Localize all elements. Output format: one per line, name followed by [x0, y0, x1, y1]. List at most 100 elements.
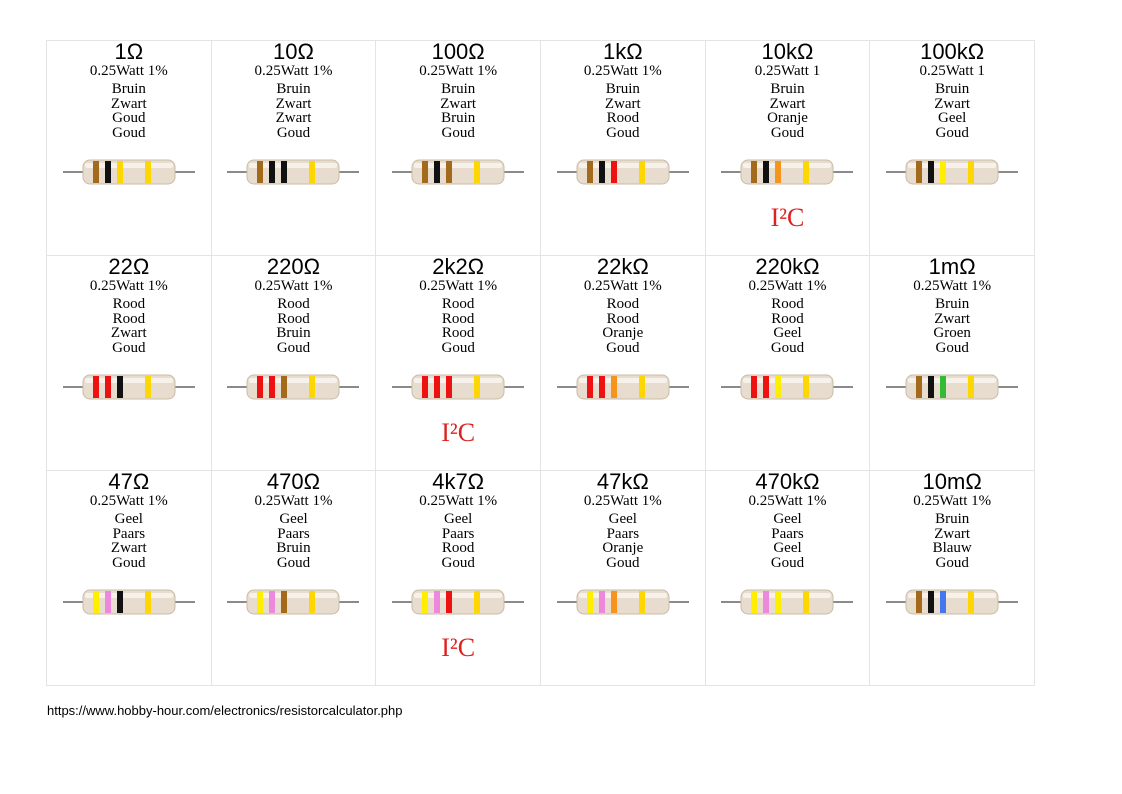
color-band	[144, 591, 151, 613]
band-color-name: Geel	[444, 511, 473, 527]
resistor-icon	[556, 589, 689, 615]
color-band	[257, 591, 264, 613]
band-color-name: Oranje	[602, 540, 644, 557]
band-color-name: Groen	[933, 325, 971, 342]
resistor-card: 10mΩ 0.25Watt 1% Bruin Zwart Blauw Goud	[870, 471, 1035, 686]
color-band	[281, 376, 288, 398]
band-color-name: Zwart	[934, 525, 971, 542]
power-tolerance: 0.25Watt 1%	[419, 278, 498, 294]
color-band	[598, 591, 605, 613]
resistor-card: 47kΩ 0.25Watt 1% Geel Paars Oranje Goud	[541, 471, 706, 686]
power-tolerance: 0.25Watt 1%	[583, 493, 662, 509]
band-color-name: Paars	[277, 525, 310, 542]
band-color-name: Goud	[606, 339, 640, 356]
power-tolerance: 0.25Watt 1	[754, 63, 821, 79]
color-band	[104, 376, 111, 398]
resistor-card: 220kΩ 0.25Watt 1% Rood Rood Geel Goud	[705, 254, 871, 471]
resistance-value: 470kΩ	[755, 469, 820, 494]
power-tolerance: 0.25Watt 1%	[419, 493, 498, 509]
power-tolerance: 0.25Watt 1%	[583, 278, 662, 294]
color-band	[309, 591, 316, 613]
i2c-label: I²C	[770, 203, 805, 232]
color-band	[281, 161, 288, 183]
band-color-list: Geel Paars Bruin Goud	[212, 512, 376, 570]
band-color-name: Bruin	[276, 325, 311, 342]
band-color-name: Goud	[606, 554, 640, 571]
power-tolerance: 0.25Watt 1%	[913, 278, 992, 294]
resistance-value: 220kΩ	[755, 254, 820, 279]
resistor-card: 1kΩ 0.25Watt 1% Bruin Zwart Rood Goud	[541, 41, 706, 256]
band-color-name: Paars	[606, 525, 640, 542]
color-band	[434, 376, 441, 398]
band-color-name: Rood	[441, 296, 475, 312]
resistor-icon	[392, 589, 525, 615]
i2c-label: I²C	[441, 418, 476, 447]
color-band	[257, 376, 264, 398]
power-tolerance: 0.25Watt 1%	[89, 493, 168, 509]
band-color-name: Rood	[441, 310, 475, 327]
color-band	[257, 161, 264, 183]
color-band	[422, 591, 429, 613]
band-color-list: Rood Rood Bruin Goud	[212, 297, 376, 355]
band-color-name: Rood	[112, 296, 146, 312]
color-band	[104, 161, 111, 183]
resistor-icon	[556, 159, 689, 185]
color-band	[309, 161, 316, 183]
band-color-name: Goud	[935, 554, 969, 571]
band-color-name: Rood	[441, 325, 475, 342]
resistance-value: 10mΩ	[922, 469, 982, 494]
band-color-name: Goud	[112, 110, 146, 127]
band-color-list: Rood Rood Rood Goud	[376, 297, 540, 355]
band-color-list: Bruin Zwart Geel Goud	[870, 82, 1034, 140]
power-tolerance: 0.25Watt 1%	[254, 278, 333, 294]
resistor-card: 220Ω 0.25Watt 1% Rood Rood Bruin Goud	[211, 256, 377, 471]
color-band	[144, 161, 151, 183]
color-band	[269, 161, 276, 183]
color-band	[928, 376, 935, 398]
color-band	[586, 161, 593, 183]
resistor-card: 1mΩ 0.25Watt 1% Bruin Zwart Groen Goud	[870, 256, 1035, 471]
resistance-value: 10Ω	[273, 39, 314, 64]
band-color-name: Paars	[441, 525, 475, 542]
color-band	[638, 376, 645, 398]
band-color-name: Goud	[441, 339, 475, 356]
resistor-card: 100Ω 0.25Watt 1% Bruin Zwart Bruin Goud	[376, 41, 541, 256]
band-color-list: Bruin Zwart Goud Goud	[47, 82, 211, 140]
color-band	[928, 591, 935, 613]
color-band	[968, 161, 975, 183]
color-band	[803, 591, 810, 613]
band-color-list: Geel Paars Rood Goud	[376, 512, 540, 570]
color-band	[281, 591, 288, 613]
color-band	[422, 376, 429, 398]
band-color-name: Bruin	[605, 81, 640, 97]
band-color-name: Zwart	[275, 95, 312, 112]
power-tolerance: 0.25Watt 1%	[748, 278, 827, 294]
color-band	[775, 161, 782, 183]
power-tolerance: 0.25Watt 1%	[748, 493, 827, 509]
band-color-name: Bruin	[935, 511, 970, 527]
color-band	[968, 591, 975, 613]
color-band	[916, 591, 923, 613]
color-band	[446, 591, 453, 613]
color-band	[610, 376, 617, 398]
resistance-value: 10kΩ	[761, 39, 814, 64]
band-color-name: Oranje	[767, 110, 808, 127]
band-color-name: Rood	[606, 110, 640, 127]
color-band	[92, 161, 99, 183]
resistor-icon	[392, 159, 525, 185]
band-color-name: Goud	[112, 339, 146, 356]
power-tolerance: 0.25Watt 1%	[254, 493, 333, 509]
band-color-name: Blauw	[932, 540, 972, 557]
color-band	[751, 376, 758, 398]
resistor-icon	[721, 374, 854, 400]
band-color-name: Rood	[441, 540, 475, 557]
power-tolerance: 0.25Watt 1%	[254, 63, 333, 79]
resistor-card: 470kΩ 0.25Watt 1% Geel Paars Geel Goud	[705, 469, 871, 686]
color-band	[763, 161, 770, 183]
band-color-name: Goud	[770, 339, 805, 356]
band-color-name: Geel	[114, 511, 143, 527]
color-band	[446, 376, 453, 398]
band-color-list: Geel Paars Zwart Goud	[47, 512, 211, 570]
color-band	[474, 591, 481, 613]
band-color-name: Zwart	[275, 110, 312, 127]
